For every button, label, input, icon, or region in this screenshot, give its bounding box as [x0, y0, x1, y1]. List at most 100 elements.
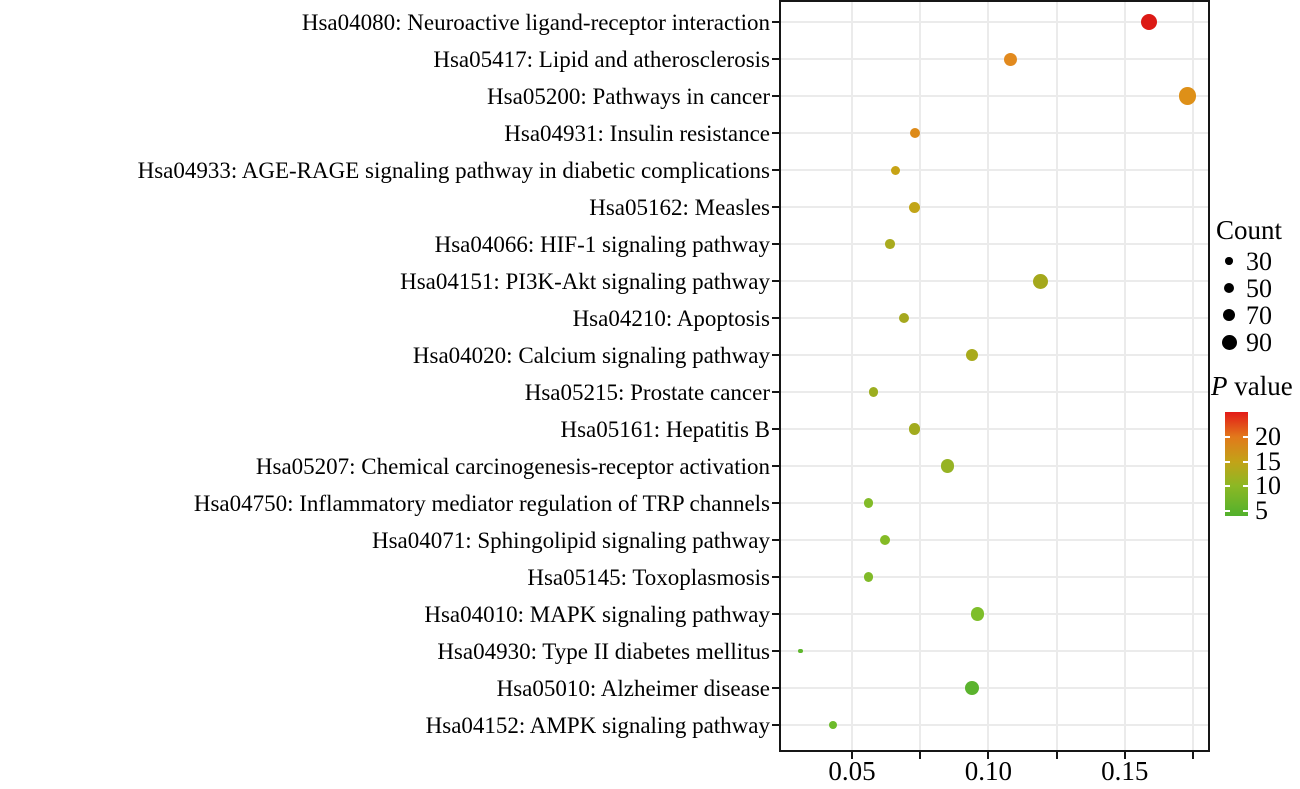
pathway-label: Hsa04930: Type II diabetes mellitus	[437, 638, 770, 664]
y-axis-tick	[772, 317, 779, 319]
pvalue-gradient-tick	[1243, 460, 1248, 463]
count-legend-label: 30	[1246, 246, 1272, 276]
grid-line-horizontal	[781, 243, 1208, 245]
pvalue-legend-title-rest: value	[1227, 371, 1293, 401]
pvalue-gradient-tick	[1243, 509, 1248, 512]
y-axis-tick	[772, 502, 779, 504]
grid-line-vertical	[919, 2, 922, 750]
y-axis-tick	[772, 576, 779, 578]
data-point-dot	[909, 423, 921, 435]
pathway-label: Hsa04151: PI3K-Akt signaling pathway	[400, 268, 770, 294]
grid-line-vertical	[987, 2, 990, 750]
data-point-dot	[965, 681, 980, 695]
pvalue-tick-label: 15	[1255, 446, 1281, 476]
pathway-label: Hsa05215: Prostate cancer	[524, 379, 770, 405]
data-point-dot	[891, 165, 901, 175]
data-point-dot	[863, 498, 873, 508]
grid-line-horizontal	[781, 391, 1208, 393]
count-legend-label: 90	[1246, 327, 1272, 357]
pathway-label: Hsa05162: Measles	[589, 194, 770, 220]
pathway-label: Hsa05161: Hepatitis B	[560, 416, 770, 442]
y-axis-tick	[772, 650, 779, 652]
y-axis-tick	[772, 132, 779, 134]
grid-line-horizontal	[781, 58, 1208, 60]
x-tick-label: 0.10	[964, 756, 1013, 786]
pathway-label: Hsa04066: HIF-1 signaling pathway	[434, 231, 770, 257]
y-axis-tick	[772, 354, 779, 356]
pvalue-gradient-tick	[1243, 485, 1248, 488]
grid-line-horizontal	[781, 502, 1208, 504]
grid-line-vertical	[1192, 2, 1194, 750]
grid-line-vertical	[1055, 2, 1058, 750]
grid-line-horizontal	[781, 465, 1208, 467]
data-point-dot	[970, 607, 985, 621]
data-point-dot	[869, 387, 879, 397]
grid-line-horizontal	[781, 613, 1208, 615]
grid-line-horizontal	[781, 95, 1208, 97]
data-point-dot	[1032, 273, 1048, 289]
y-axis-tick	[772, 391, 779, 393]
grid-line-horizontal	[781, 132, 1208, 134]
pvalue-legend-title-italic-p: P	[1211, 371, 1228, 401]
grid-line-horizontal	[781, 354, 1208, 356]
data-point-dot	[909, 201, 921, 213]
count-legend-dot	[1222, 308, 1236, 322]
y-axis-tick	[772, 58, 779, 60]
pathway-label: Hsa05010: Alzheimer disease	[496, 675, 770, 701]
count-legend-dot	[1225, 257, 1233, 265]
pathway-label: Hsa05417: Lipid and atherosclerosis	[433, 46, 770, 72]
y-axis-tick	[772, 539, 779, 541]
plot-area	[779, 0, 1210, 752]
data-point-dot	[863, 572, 873, 582]
data-point-dot	[1003, 52, 1017, 66]
pathway-label: Hsa04152: AMPK signaling pathway	[425, 712, 770, 738]
pathway-label: Hsa04933: AGE-RAGE signaling pathway in …	[137, 157, 770, 183]
pathway-label: Hsa05200: Pathways in cancer	[487, 83, 770, 109]
grid-line-horizontal	[781, 724, 1208, 726]
y-axis-tick	[772, 280, 779, 282]
pvalue-gradient-tick	[1225, 436, 1230, 439]
pvalue-tick-label: 20	[1255, 422, 1281, 452]
data-point-dot	[828, 720, 838, 730]
y-axis-tick	[772, 613, 779, 615]
data-point-dot	[909, 128, 920, 138]
y-axis-tick	[772, 206, 779, 208]
grid-line-vertical	[851, 2, 853, 750]
x-axis-tick	[987, 752, 990, 759]
pathway-label: Hsa04020: Calcium signaling pathway	[412, 342, 770, 368]
y-axis-tick	[772, 465, 779, 467]
pvalue-gradient-tick	[1243, 436, 1248, 439]
pvalue-tick-label: 10	[1255, 471, 1281, 501]
y-axis-tick	[772, 169, 779, 171]
data-point-dot	[1178, 87, 1197, 105]
count-legend-dot	[1224, 283, 1234, 293]
pathway-label: Hsa04931: Insulin resistance	[504, 120, 770, 146]
grid-line-horizontal	[781, 169, 1208, 171]
pvalue-tick-label: 5	[1255, 495, 1268, 525]
pvalue-gradient-tick	[1225, 460, 1230, 463]
data-point-dot	[885, 239, 895, 249]
x-axis-tick	[851, 752, 853, 759]
grid-line-horizontal	[781, 317, 1208, 319]
grid-line-horizontal	[781, 206, 1208, 208]
pathway-label: Hsa04210: Apoptosis	[572, 305, 770, 331]
count-legend-dot	[1221, 334, 1237, 350]
grid-line-horizontal	[781, 21, 1208, 23]
y-axis-tick	[772, 724, 779, 726]
x-axis-tick	[1055, 752, 1058, 759]
x-axis-tick	[1123, 752, 1126, 759]
pvalue-gradient-tick	[1225, 509, 1230, 512]
pathway-label: Hsa05145: Toxoplasmosis	[527, 564, 770, 590]
data-point-dot	[1141, 14, 1158, 30]
grid-line-horizontal	[781, 428, 1208, 430]
count-legend-label: 50	[1246, 273, 1272, 303]
grid-line-vertical	[1123, 2, 1126, 750]
pathway-label: Hsa05207: Chemical carcinogenesis-recept…	[255, 453, 770, 479]
y-axis-tick	[772, 428, 779, 430]
pathway-label: Hsa04071: Sphingolipid signaling pathway	[371, 527, 770, 553]
pvalue-gradient-tick	[1225, 485, 1230, 488]
grid-line-horizontal	[781, 280, 1208, 282]
pathway-label: Hsa04010: MAPK signaling pathway	[424, 601, 770, 627]
pvalue-legend-title: P value	[1211, 371, 1293, 402]
